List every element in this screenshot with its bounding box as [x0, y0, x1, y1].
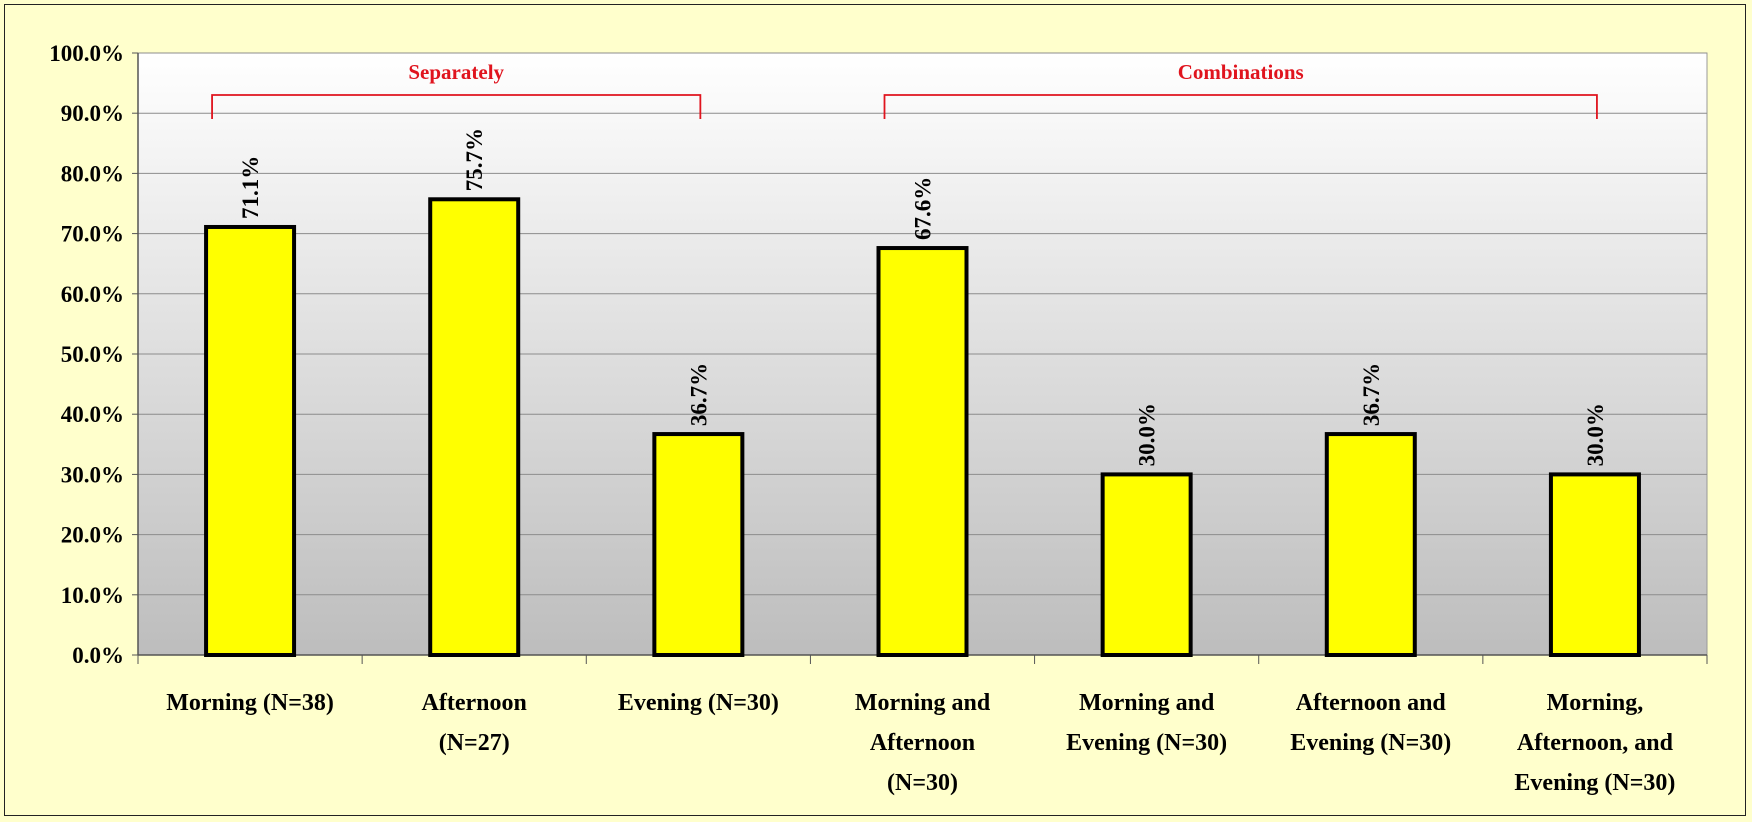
y-tick-label: 40.0% — [61, 402, 124, 427]
y-tick-label: 20.0% — [61, 523, 124, 548]
data-label: 30.0% — [1135, 403, 1160, 466]
bar — [1324, 432, 1417, 658]
x-tick-label: Afternoon (N=27) — [422, 690, 527, 756]
x-tick-label: Morning and Evening (N=30) — [1066, 690, 1227, 756]
y-tick-label: 10.0% — [61, 583, 124, 608]
data-label: 75.7% — [462, 128, 487, 191]
bar — [204, 224, 297, 657]
x-tick-label: Evening (N=30) — [618, 690, 779, 716]
bar — [876, 246, 969, 657]
chart-frame: 0.0% 10.0% 20.0% 30.0% 40.0% 50.0% 60.0% 70.0% 8… — [4, 4, 1746, 816]
y-tick-label: 60.0% — [61, 282, 124, 307]
data-label: 67.6% — [911, 177, 936, 240]
y-tick-label: 80.0% — [61, 161, 124, 186]
bar — [1100, 472, 1193, 657]
data-label: 36.7% — [686, 363, 711, 426]
x-tick-label: Morning and Afternoon (N=30) — [855, 690, 991, 796]
x-tick-label: Morning, Afternoon, and Evening (N=30) — [1514, 690, 1675, 796]
group-bracket — [883, 94, 1598, 119]
y-tick-label: 0.0% — [72, 643, 124, 668]
y-tick-label: 50.0% — [61, 342, 124, 367]
group-label: Combinations — [1178, 60, 1304, 84]
y-tick-label: 100.0% — [49, 41, 124, 66]
x-tick-label: Morning (N=38) — [166, 690, 334, 716]
data-label: 30.0% — [1583, 403, 1608, 466]
bar — [428, 197, 521, 657]
y-tick-label: 70.0% — [61, 222, 124, 247]
y-tick-label: 90.0% — [61, 101, 124, 126]
data-label: 71.1% — [238, 156, 263, 219]
bar-chart: 0.0% 10.0% 20.0% 30.0% 40.0% 50.0% 60.0% 70.0% 8… — [49, 41, 1708, 796]
group-bracket — [211, 94, 702, 119]
bar — [1548, 472, 1641, 657]
group-label: Separately — [408, 60, 504, 84]
y-tick-label: 30.0% — [61, 462, 124, 487]
bar — [652, 432, 745, 658]
data-label: 36.7% — [1359, 363, 1384, 426]
x-tick-label: Afternoon and Evening (N=30) — [1290, 690, 1451, 756]
